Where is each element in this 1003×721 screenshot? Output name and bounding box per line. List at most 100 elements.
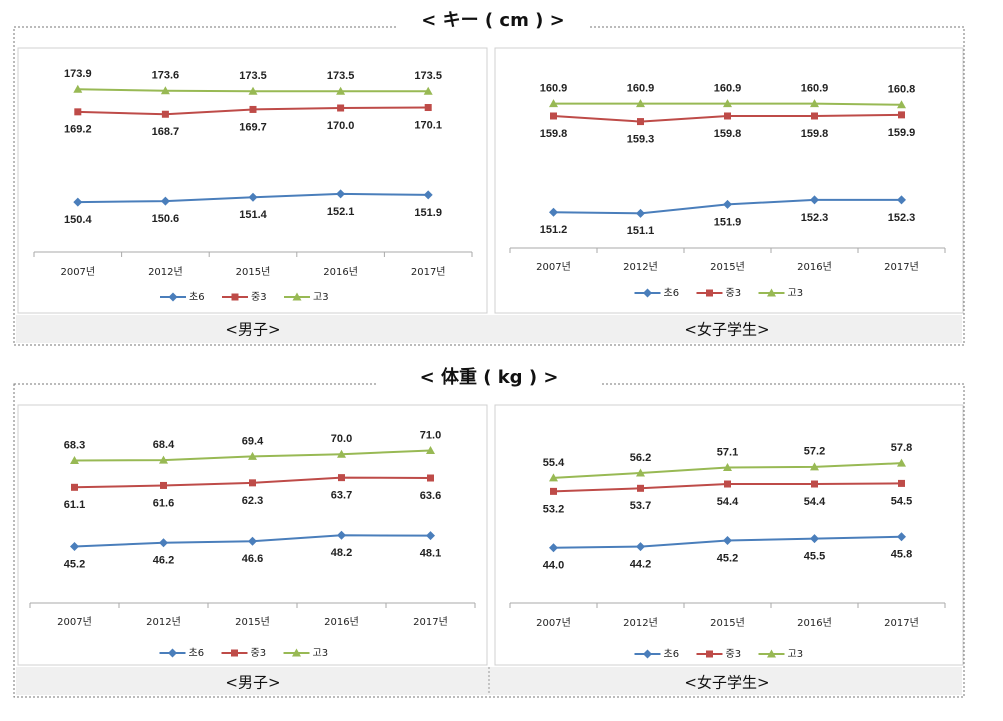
legend-label: 고3 [313, 292, 329, 303]
x-tick-label: 2016년 [324, 616, 359, 628]
marker [897, 195, 906, 205]
legend-marker [168, 292, 178, 302]
data-label: 44.0 [543, 560, 564, 572]
x-tick-label: 2007년 [60, 266, 95, 278]
marker [337, 449, 346, 458]
x-tick-label: 2015년 [235, 616, 270, 628]
data-label: 69.4 [242, 435, 264, 447]
data-label: 151.1 [627, 225, 655, 237]
data-label: 61.6 [153, 497, 174, 509]
legend-marker [292, 292, 302, 301]
marker [336, 189, 346, 199]
legend-marker [706, 650, 713, 658]
marker [897, 100, 906, 109]
panel [494, 404, 964, 666]
data-label: 63.7 [331, 490, 352, 502]
marker [159, 538, 168, 548]
data-label: 150.4 [64, 214, 92, 226]
marker [811, 480, 818, 488]
panel [494, 47, 964, 314]
data-label: 173.5 [414, 70, 442, 82]
data-label: 53.2 [543, 503, 564, 515]
marker [810, 195, 819, 205]
data-label: 46.2 [153, 555, 174, 567]
marker [423, 86, 433, 95]
data-label: 173.9 [64, 68, 92, 80]
marker [336, 86, 346, 95]
data-label: 169.7 [239, 121, 267, 133]
marker [248, 86, 258, 95]
x-tick-label: 2007년 [57, 616, 92, 628]
x-tick-label: 2012년 [623, 261, 658, 273]
marker [636, 468, 645, 477]
marker [249, 105, 257, 113]
x-tick-label: 2017년 [413, 616, 448, 628]
legend-label: 중3 [251, 647, 267, 659]
caption: <女子学生> [684, 674, 769, 692]
data-label: 54.5 [891, 495, 912, 507]
section-frame [13, 383, 965, 698]
data-label: 173.5 [327, 70, 355, 82]
marker [70, 541, 79, 551]
data-label: 53.7 [630, 500, 651, 512]
legend-label: 중3 [251, 291, 267, 303]
section-title-box [376, 358, 601, 404]
data-label: 159.8 [540, 128, 568, 140]
data-label: 46.6 [242, 553, 263, 565]
legend-label: 초6 [189, 647, 205, 659]
marker [723, 199, 732, 209]
x-tick-label: 2016년 [797, 617, 832, 629]
marker [248, 536, 257, 546]
marker [897, 532, 906, 542]
data-label: 62.3 [242, 495, 263, 507]
legend-marker [231, 649, 238, 657]
data-label: 56.2 [630, 452, 651, 464]
data-label: 169.2 [64, 124, 92, 136]
legend-label: 고3 [313, 648, 329, 659]
caption: <男子> [225, 321, 280, 339]
x-tick-label: 2016년 [323, 266, 358, 278]
marker [337, 530, 346, 540]
caption-strip [16, 315, 962, 343]
legend-label: 중3 [726, 648, 742, 660]
legend-label: 고3 [788, 288, 804, 299]
data-label: 57.1 [717, 446, 738, 458]
data-label: 152.3 [801, 212, 829, 224]
marker [426, 445, 435, 454]
legend-marker [231, 293, 239, 301]
data-label: 54.4 [717, 496, 739, 508]
marker [898, 111, 905, 119]
marker [637, 118, 644, 126]
data-label: 159.3 [627, 133, 655, 145]
x-tick-label: 2015년 [710, 261, 745, 273]
data-label: 151.2 [540, 224, 568, 236]
x-tick-label: 2012년 [146, 616, 181, 628]
marker [550, 487, 557, 495]
background [13, 5, 965, 698]
data-label: 151.9 [714, 216, 742, 228]
data-label: 160.9 [714, 83, 742, 95]
data-label: 44.2 [630, 558, 651, 570]
marker [71, 483, 78, 491]
data-label: 168.7 [152, 126, 180, 138]
marker [427, 474, 434, 482]
data-label: 54.4 [804, 496, 826, 508]
data-label: 159.8 [714, 128, 742, 140]
data-label: 151.4 [239, 209, 267, 221]
data-label: 68.3 [64, 439, 85, 451]
marker [248, 451, 257, 460]
legend-marker [643, 288, 652, 298]
x-tick-label: 2017년 [884, 261, 919, 273]
marker [73, 197, 83, 207]
data-label: 170.0 [327, 120, 355, 132]
marker [549, 207, 558, 217]
marker [898, 479, 905, 487]
marker [248, 192, 258, 202]
marker [811, 112, 818, 120]
marker [160, 86, 170, 95]
x-tick-label: 2017년 [411, 266, 446, 278]
legend-marker [168, 648, 177, 658]
marker [636, 208, 645, 218]
marker [550, 112, 557, 120]
data-label: 160.9 [801, 83, 829, 95]
